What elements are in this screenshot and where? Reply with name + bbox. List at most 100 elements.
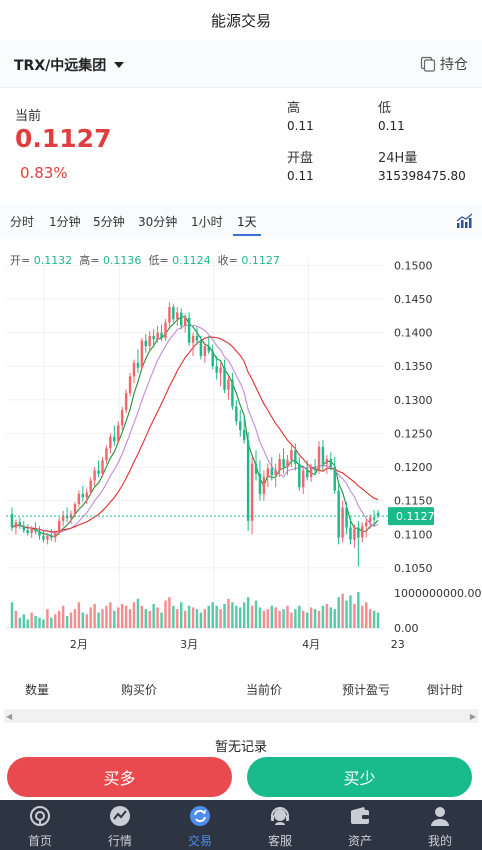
- scroll-left-icon[interactable]: ◀: [6, 712, 13, 721]
- candle-body: [333, 467, 336, 491]
- high-label: 高: [287, 101, 301, 116]
- candle-body: [211, 351, 214, 367]
- low-label: 低: [378, 101, 392, 116]
- horizontal-scrollbar[interactable]: ◀ ▶: [4, 709, 478, 723]
- candle-body: [172, 307, 175, 320]
- volume-bar: [368, 609, 372, 628]
- candle-body: [317, 446, 321, 471]
- home-icon: [30, 806, 50, 826]
- volume-bar: [160, 612, 163, 628]
- period-tab-1min[interactable]: 1分钟: [49, 215, 81, 229]
- buy-long-button[interactable]: 买多: [7, 757, 232, 797]
- trade-icon: [190, 806, 210, 826]
- candle-body: [215, 366, 218, 373]
- col-countdown: 倒计时: [427, 683, 464, 697]
- period-tab-1hour[interactable]: 1小时: [191, 215, 223, 229]
- candle-body: [372, 517, 376, 520]
- candle-body: [42, 535, 45, 540]
- volume-bar: [38, 617, 41, 628]
- period-tab-timeshare[interactable]: 分时: [10, 215, 35, 229]
- tab-service[interactable]: 客服: [240, 800, 320, 850]
- pair-selector[interactable]: TRX/中远集团: [14, 55, 125, 75]
- candle-body: [227, 379, 230, 390]
- period-tab-1day[interactable]: 1天: [233, 213, 261, 236]
- y-tick-label: 0.1450: [394, 293, 433, 306]
- volume-bar: [227, 598, 230, 628]
- col-current-price: 当前价: [246, 683, 283, 697]
- volume-bar: [211, 602, 214, 628]
- tab-trade[interactable]: 交易: [160, 800, 240, 850]
- candle-body: [329, 458, 333, 468]
- candle-body: [61, 515, 65, 521]
- candle-body: [109, 436, 112, 449]
- wallet-icon: [351, 807, 369, 824]
- candle-body: [34, 528, 37, 532]
- candle-body: [117, 425, 120, 442]
- volume-bar: [18, 617, 22, 628]
- volume-bar: [34, 616, 37, 628]
- bottom-tab-bar: 首页 行情 交易 客服 资产: [0, 800, 482, 850]
- candle-body: [160, 332, 163, 338]
- volume-bar: [156, 607, 159, 628]
- period-tab-30min[interactable]: 30分钟: [138, 215, 178, 229]
- ohlc-close-value: 0.1127: [241, 254, 280, 267]
- volume-bar: [250, 605, 254, 628]
- candle-body: [353, 528, 356, 540]
- period-tab-5min[interactable]: 5分钟: [93, 215, 125, 229]
- candle-body: [274, 470, 277, 476]
- candle-body: [203, 346, 207, 357]
- tab-market[interactable]: 行情: [80, 800, 160, 850]
- kline-chart[interactable]: 0.1500 0.1450 0.1400 0.1350 0.1300 0.1250 0.12…: [0, 242, 482, 658]
- candle-body: [298, 463, 301, 488]
- volume-bar: [89, 607, 92, 628]
- caret-down-icon: [114, 62, 125, 68]
- candle-body: [207, 346, 210, 352]
- col-buy-price: 购买价: [121, 683, 158, 697]
- volume-bar: [42, 619, 45, 628]
- volume-bar: [172, 605, 175, 628]
- volume-bar: [120, 604, 124, 628]
- kline-chart-canvas: 0.1500 0.1450 0.1400 0.1350 0.1300 0.1250 0.12…: [6, 258, 481, 651]
- ma10-line: [11, 324, 379, 534]
- candle-body: [349, 527, 352, 540]
- buy-short-button[interactable]: 买少: [247, 757, 472, 797]
- candle-body: [239, 421, 242, 431]
- positions-table-header: 数量 购买价 当前价 预计盈亏 倒计时: [0, 672, 482, 706]
- open-value: 0.11: [287, 169, 314, 183]
- candle-body: [286, 460, 289, 468]
- volume-bar: [176, 609, 179, 628]
- volume-bar: [341, 593, 344, 628]
- volume-bar: [65, 616, 69, 628]
- volume-24h-value: 315398475.80: [378, 169, 466, 183]
- tab-profile[interactable]: 我的: [400, 800, 480, 850]
- candle-body: [54, 532, 57, 538]
- volume-bar: [258, 607, 262, 628]
- volume-bar: [305, 612, 309, 628]
- volume-bar: [317, 610, 321, 628]
- tab-home[interactable]: 首页: [0, 800, 80, 850]
- candle-body: [120, 409, 124, 426]
- candle-body: [176, 312, 179, 320]
- chart-type-icon[interactable]: [456, 213, 474, 229]
- volume-bar: [231, 602, 234, 628]
- volume-bar: [191, 607, 195, 628]
- tab-assets[interactable]: 资产: [320, 800, 400, 850]
- y-tick-label: 0.1050: [394, 562, 433, 575]
- x-tick-label: 4月: [302, 638, 320, 651]
- candle-body: [113, 436, 116, 442]
- ohlc-high-label: 高=: [79, 254, 100, 267]
- holdings-button[interactable]: 持仓: [420, 54, 468, 74]
- candle-body: [152, 335, 155, 340]
- ohlc-close-label: 收=: [217, 254, 238, 267]
- candle-body: [337, 490, 340, 538]
- volume-bar: [140, 605, 144, 628]
- scroll-right-icon[interactable]: ▶: [469, 712, 476, 721]
- candle-body: [231, 379, 234, 407]
- candle-body: [361, 526, 364, 538]
- candle-body: [246, 440, 250, 521]
- volume-bar: [148, 610, 151, 628]
- volume-bar: [246, 597, 250, 628]
- candle-body: [345, 507, 348, 528]
- y-tick-label: 0.1500: [394, 259, 433, 272]
- candle-body: [219, 367, 222, 373]
